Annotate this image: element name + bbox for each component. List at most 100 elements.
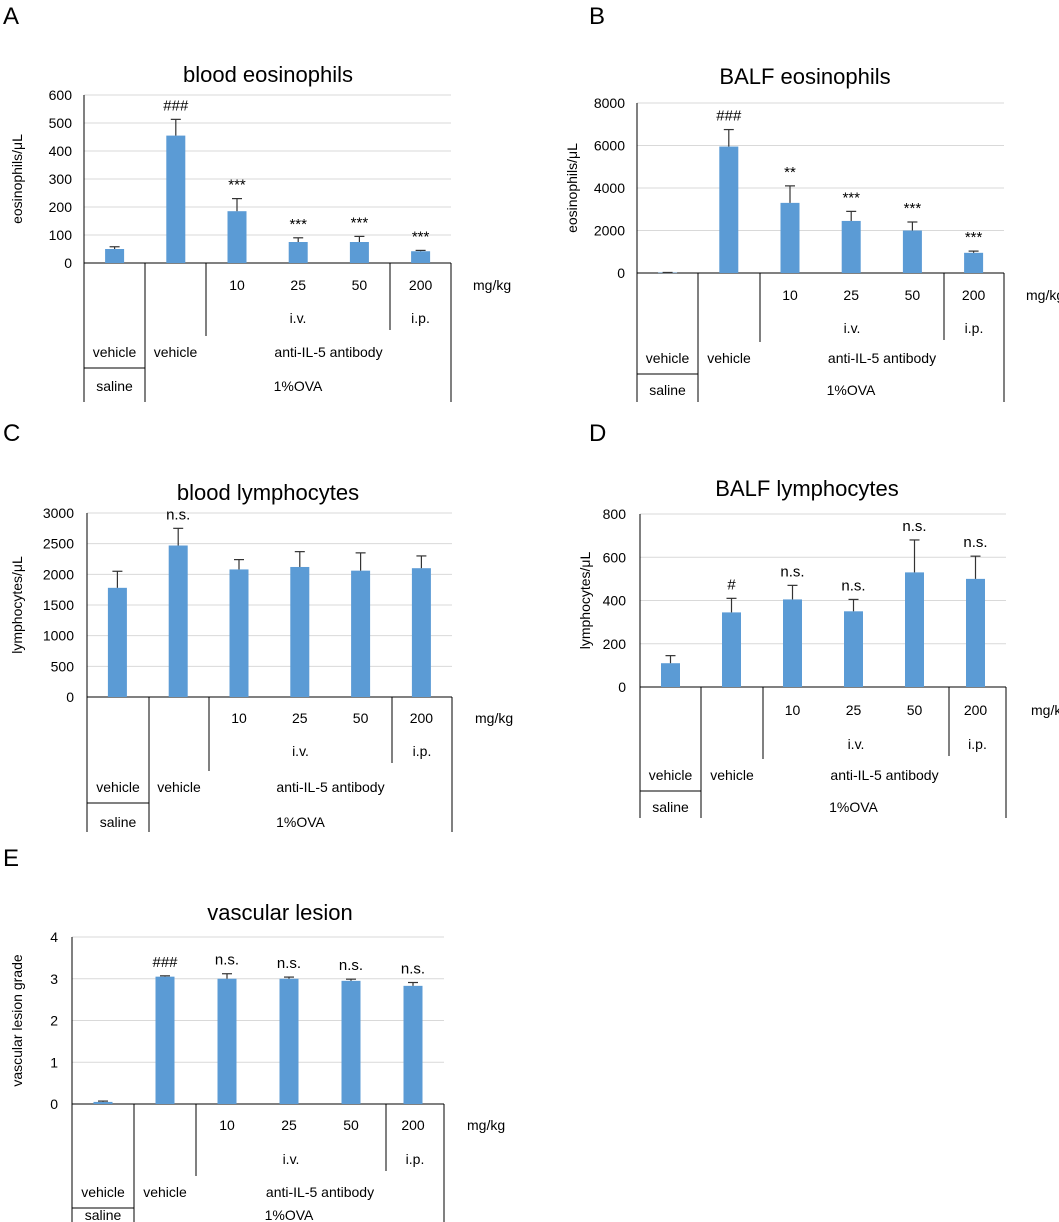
y-tick-label: 100 — [49, 227, 73, 243]
y-tick-label: 2 — [50, 1013, 58, 1029]
y-tick-label: 500 — [49, 115, 73, 131]
challenge-ova: 1%OVA — [276, 814, 325, 830]
y-tick-label: 4000 — [594, 180, 625, 196]
y-tick-label: 1000 — [43, 628, 74, 644]
bar — [780, 202, 800, 273]
bar — [279, 978, 299, 1104]
chart-panel-d: D BALF lymphocytes 0 200 400 600 800 lymphocyte… — [577, 420, 1059, 818]
significance-label: *** — [412, 228, 430, 245]
condition-table: 10 25 50 200 mg/kg i.v. i.p. vehicle vehicle anti… — [639, 687, 1059, 818]
y-tick-label: 2000 — [43, 566, 74, 582]
significance-label: ** — [784, 164, 796, 181]
panel-letter: E — [3, 845, 19, 872]
chart-panel-b: B BALF eosinophils 0 2000 4000 6000 8000 eosino… — [564, 3, 1059, 402]
y-tick-label: 2000 — [594, 223, 625, 239]
dose-label: 25 — [843, 287, 859, 303]
significance-label: n.s. — [902, 518, 926, 535]
bar — [964, 252, 984, 273]
condition-table: 10 25 50 200 mg/kg i.v. i.p. vehicle vehicle anti… — [71, 1104, 505, 1222]
challenge-saline: saline — [85, 1207, 122, 1222]
y-tick-label: 200 — [603, 636, 627, 652]
y-axis-label: eosinophils/μL — [9, 134, 25, 224]
significance-label: ### — [163, 97, 189, 114]
bar — [403, 985, 423, 1104]
route-iv: i.v. — [292, 743, 309, 759]
treatment-antibody: anti-IL-5 antibody — [828, 350, 936, 366]
y-tick-label: 300 — [49, 171, 73, 187]
dose-unit: mg/kg — [473, 277, 511, 293]
y-tick-label: 0 — [64, 255, 72, 271]
bar — [905, 572, 924, 687]
route-iv: i.v. — [283, 1151, 300, 1167]
y-tick-label: 400 — [603, 593, 627, 609]
y-tick-label: 1 — [50, 1054, 58, 1070]
bar — [719, 146, 739, 273]
panel-letter: B — [589, 3, 605, 30]
dose-label: 10 — [231, 710, 247, 726]
bar — [349, 242, 369, 263]
bar — [411, 568, 431, 697]
route-ip: i.p. — [413, 743, 432, 759]
significance-label: # — [727, 576, 736, 593]
dose-label: 10 — [785, 702, 801, 718]
condition-table: 10 25 50 200 mg/kg i.v. i.p. vehicle vehicle anti… — [83, 263, 511, 402]
dose-label: 25 — [846, 702, 862, 718]
bar — [168, 545, 188, 697]
panel-letter: D — [589, 420, 606, 447]
significance-label: n.s. — [841, 577, 865, 594]
dose-unit: mg/kg — [1031, 702, 1059, 718]
y-tick-label: 0 — [66, 689, 74, 705]
y-tick-label: 0 — [617, 265, 625, 281]
dose-label: 200 — [409, 277, 433, 293]
treatment-vehicle-saline: vehicle — [81, 1184, 125, 1200]
bar — [661, 663, 680, 687]
treatment-antibody: anti-IL-5 antibody — [274, 344, 382, 360]
significance-label: n.s. — [277, 955, 301, 972]
dose-label: 200 — [410, 710, 434, 726]
dose-label: 50 — [905, 287, 921, 303]
bar — [155, 976, 175, 1104]
dose-unit: mg/kg — [467, 1117, 505, 1133]
dose-label: 10 — [219, 1117, 235, 1133]
significance-label: *** — [842, 189, 860, 206]
dose-label: 50 — [343, 1117, 359, 1133]
dose-label: 200 — [401, 1117, 425, 1133]
dose-label: 200 — [964, 702, 988, 718]
condition-table: 10 25 50 200 mg/kg i.v. i.p. vehicle vehicle anti… — [86, 697, 513, 832]
chart-title: vascular lesion — [207, 900, 353, 925]
chart-title: BALF eosinophils — [719, 64, 890, 89]
y-tick-label: 0 — [618, 679, 626, 695]
y-axis-label: lymphocytes/μL — [9, 556, 25, 654]
bar — [93, 1101, 113, 1104]
bar — [341, 980, 361, 1104]
route-ip: i.p. — [411, 310, 430, 326]
significance-label: n.s. — [780, 563, 804, 580]
bar — [227, 211, 247, 263]
dose-label: 10 — [229, 277, 245, 293]
treatment-vehicle-saline: vehicle — [646, 350, 690, 366]
significance-label: *** — [904, 200, 922, 217]
y-tick-label: 2500 — [43, 536, 74, 552]
significance-label: n.s. — [215, 952, 239, 969]
bar — [105, 249, 125, 263]
bar — [841, 220, 861, 273]
bar — [166, 135, 186, 263]
route-ip: i.p. — [965, 320, 984, 336]
challenge-ova: 1%OVA — [827, 382, 876, 398]
challenge-saline: saline — [100, 814, 137, 830]
significance-label: *** — [289, 216, 307, 233]
dose-label: 50 — [352, 277, 368, 293]
significance-label: ### — [152, 954, 178, 971]
challenge-saline: saline — [96, 378, 133, 394]
y-tick-label: 400 — [49, 143, 73, 159]
y-tick-label: 6000 — [594, 138, 625, 154]
bar — [844, 611, 863, 687]
bar — [217, 978, 237, 1104]
y-axis-label: eosinophils/μL — [564, 143, 580, 233]
bar — [288, 242, 308, 263]
bar — [783, 599, 802, 687]
y-tick-label: 500 — [51, 658, 75, 674]
dose-unit: mg/kg — [475, 710, 513, 726]
route-iv: i.v. — [844, 320, 861, 336]
